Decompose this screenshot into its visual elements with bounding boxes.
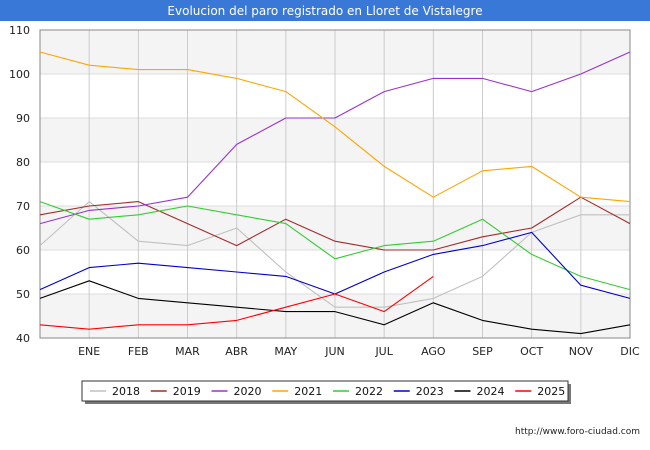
legend-label: 2023 bbox=[416, 385, 444, 398]
y-tick-label: 60 bbox=[16, 244, 30, 257]
y-tick-label: 110 bbox=[9, 24, 30, 37]
legend-label: 2021 bbox=[294, 385, 322, 398]
x-tick-label: ENE bbox=[78, 345, 100, 358]
x-tick-label: ABR bbox=[225, 345, 248, 358]
y-tick-label: 40 bbox=[16, 332, 30, 345]
y-tick-label: 70 bbox=[16, 200, 30, 213]
x-tick-label: DIC bbox=[620, 345, 640, 358]
legend-label: 2022 bbox=[355, 385, 383, 398]
legend-label: 2024 bbox=[477, 385, 505, 398]
x-tick-label: FEB bbox=[128, 345, 149, 358]
x-tick-label: JUN bbox=[324, 345, 345, 358]
x-tick-label: MAR bbox=[175, 345, 200, 358]
series-line-2020 bbox=[39, 51, 631, 225]
source-credit: http://www.foro-ciudad.com bbox=[515, 427, 640, 437]
y-tick-label: 90 bbox=[16, 112, 30, 125]
x-tick-label: JUL bbox=[374, 345, 393, 358]
x-tick-label: SEP bbox=[472, 345, 493, 358]
x-tick-label: NOV bbox=[569, 345, 594, 358]
x-tick-label: OCT bbox=[520, 345, 543, 358]
x-tick-label: MAY bbox=[274, 345, 297, 358]
y-tick-label: 50 bbox=[16, 288, 30, 301]
series-line-2025 bbox=[39, 275, 434, 330]
legend: 2018 2019 2020 2021 2022 2023 2024 2025 bbox=[81, 380, 571, 404]
legend-label: 2019 bbox=[173, 385, 201, 398]
y-tick-label: 80 bbox=[16, 156, 30, 169]
legend-label: 2025 bbox=[537, 385, 565, 398]
series-line-2021 bbox=[39, 51, 631, 203]
series-line-2019 bbox=[39, 196, 631, 251]
series-line-2022 bbox=[39, 201, 631, 291]
legend-box bbox=[81, 380, 569, 402]
plot-area bbox=[39, 29, 631, 339]
x-axis-ticks: ENE FEB MAR ABR MAY JUN JUL AGO SEP OCT NOV DIC bbox=[78, 345, 640, 358]
legend-label: 2020 bbox=[234, 385, 262, 398]
y-axis-ticks: 40 50 60 70 80 90 100 110 bbox=[9, 24, 30, 345]
chart-title: Evolucion del paro registrado en Lloret … bbox=[0, 0, 650, 21]
series-line-2024 bbox=[39, 280, 631, 335]
series-lines bbox=[39, 51, 631, 335]
y-tick-label: 100 bbox=[9, 68, 30, 81]
x-tick-label: AGO bbox=[421, 345, 446, 358]
legend-label: 2018 bbox=[112, 385, 140, 398]
